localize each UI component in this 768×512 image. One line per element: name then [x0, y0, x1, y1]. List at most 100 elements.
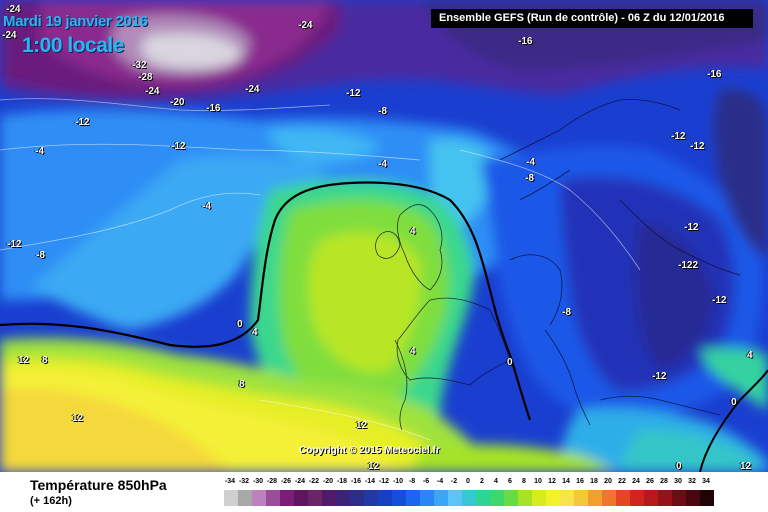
isotherm-value-label: -12 — [690, 141, 705, 152]
isotherm-value-label: 8 — [42, 355, 48, 366]
coastlines — [375, 99, 741, 431]
legend-swatch — [434, 490, 448, 506]
legend-swatch — [322, 490, 336, 506]
legend-value: 18 — [590, 478, 598, 485]
isotherm-value-label: -24 — [6, 4, 21, 15]
legend-swatch — [546, 490, 560, 506]
isotherm-value-label: -12 — [671, 131, 686, 142]
isotherm-value-label: 0 — [507, 357, 513, 368]
isotherm-value-label: -8 — [562, 307, 571, 318]
legend-value: 28 — [660, 478, 668, 485]
legend-value: -16 — [350, 478, 362, 485]
legend-value: -12 — [378, 478, 390, 485]
legend-value: -32 — [238, 478, 250, 485]
isotherm-value-label: -8 — [525, 173, 534, 184]
isotherm-value-label: 4 — [410, 226, 416, 237]
map-canvas — [0, 0, 768, 472]
legend-swatch — [504, 490, 518, 506]
legend-swatch — [602, 490, 616, 506]
legend-value: 4 — [494, 478, 498, 485]
legend-value: -20 — [322, 478, 334, 485]
isotherm-value-label: 12 — [72, 413, 84, 424]
isotherm-value-label: -16 — [518, 36, 533, 47]
legend-swatch — [644, 490, 658, 506]
legend-value: 10 — [534, 478, 542, 485]
legend-swatch — [616, 490, 630, 506]
isotherm-value-label: 0 — [676, 461, 682, 472]
isotherm-value-label: -4 — [378, 159, 387, 170]
isotherm-value-label: -32 — [132, 60, 147, 71]
isotherm-value-label: -12 — [7, 239, 22, 250]
legend-value: -22 — [308, 478, 320, 485]
legend-value: 2 — [480, 478, 484, 485]
forecast-date: Mardi 19 janvier 2016 — [3, 13, 148, 30]
legend-swatch — [336, 490, 350, 506]
isotherm-value-label: -16 — [206, 103, 221, 114]
zero-degree-isotherm-east — [699, 369, 768, 472]
isotherm-value-label: 12 — [740, 461, 752, 472]
isotherm-value-label: 4 — [410, 346, 416, 357]
legend-swatch — [308, 490, 322, 506]
legend-value: 12 — [548, 478, 556, 485]
legend-swatch — [658, 490, 672, 506]
legend-title: Température 850hPa — [30, 477, 167, 493]
legend-swatch — [448, 490, 462, 506]
legend-value: -34 — [224, 478, 236, 485]
isotherm-value-label: -16 — [707, 69, 722, 80]
isotherm-value-label: -12 — [346, 88, 361, 99]
isotherm-value-label: -12 — [712, 295, 727, 306]
isotherm-value-label: -8 — [36, 250, 45, 261]
legend-swatch — [560, 490, 574, 506]
legend-subtitle: (+ 162h) — [30, 495, 72, 507]
isotherm-value-label: -24 — [2, 30, 17, 41]
temperature-map: Mardi 19 janvier 2016 1:00 locale Ensemb… — [0, 0, 768, 472]
legend-value: -14 — [364, 478, 376, 485]
isotherm-lines — [0, 98, 641, 441]
legend-swatch — [364, 490, 378, 506]
isotherm-value-label: 12 — [356, 420, 368, 431]
legend-value: -2 — [450, 478, 458, 485]
legend-value: 6 — [508, 478, 512, 485]
legend-swatch — [574, 490, 588, 506]
legend-swatch — [672, 490, 686, 506]
legend-swatch — [280, 490, 294, 506]
zero-degree-isotherm — [0, 181, 532, 421]
run-info-banner: Ensemble GEFS (Run de contrôle) - 06 Z d… — [431, 9, 753, 28]
legend-swatch — [630, 490, 644, 506]
legend-swatch — [238, 490, 252, 506]
legend-swatch — [406, 490, 420, 506]
legend-swatch — [266, 490, 280, 506]
legend-swatch — [490, 490, 504, 506]
legend-value: 14 — [562, 478, 570, 485]
legend-value: -30 — [252, 478, 264, 485]
legend-value: -6 — [422, 478, 430, 485]
isotherm-value-label: 8 — [239, 379, 245, 390]
legend-swatch — [476, 490, 490, 506]
legend-value: -4 — [436, 478, 444, 485]
isotherm-value-label: -28 — [138, 72, 153, 83]
legend-value: -18 — [336, 478, 348, 485]
isotherm-value-label: 4 — [252, 327, 258, 338]
legend-value: 22 — [618, 478, 626, 485]
isotherm-value-label: -12 — [171, 141, 186, 152]
legend-swatch — [700, 490, 714, 506]
legend-swatch — [532, 490, 546, 506]
legend-color-scale — [224, 490, 714, 506]
legend-value: 30 — [674, 478, 682, 485]
isotherm-value-label: -20 — [170, 97, 185, 108]
legend-footer: Température 850hPa (+ 162h) -34 -32 -30 -28… — [0, 472, 768, 512]
legend-value: 0 — [466, 478, 470, 485]
legend-swatch — [518, 490, 532, 506]
legend-swatch — [252, 490, 266, 506]
isotherm-value-label: 12 — [18, 355, 30, 366]
legend-value: 32 — [688, 478, 696, 485]
isotherm-value-label: -8 — [378, 106, 387, 117]
isotherm-value-label: 0 — [731, 397, 737, 408]
legend-swatch — [462, 490, 476, 506]
legend-value: 26 — [646, 478, 654, 485]
legend-value: 34 — [702, 478, 710, 485]
isotherm-value-label: -12 — [684, 222, 699, 233]
isotherm-value-label: -24 — [245, 84, 260, 95]
isotherm-value-label: -4 — [35, 146, 44, 157]
isotherm-value-label: 0 — [237, 319, 243, 330]
